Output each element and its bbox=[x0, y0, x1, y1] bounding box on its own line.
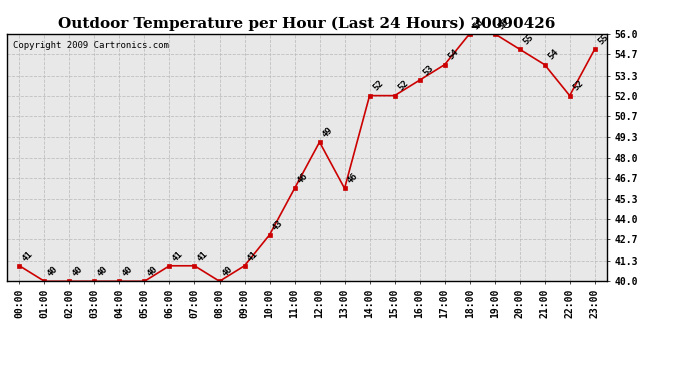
Text: 55: 55 bbox=[521, 33, 535, 46]
Text: 52: 52 bbox=[571, 79, 585, 93]
Text: 52: 52 bbox=[396, 79, 410, 93]
Text: 41: 41 bbox=[246, 249, 260, 263]
Text: 43: 43 bbox=[271, 218, 285, 232]
Text: Copyright 2009 Cartronics.com: Copyright 2009 Cartronics.com bbox=[13, 41, 169, 50]
Text: 54: 54 bbox=[446, 48, 460, 62]
Text: 56: 56 bbox=[496, 17, 510, 31]
Text: 52: 52 bbox=[371, 79, 385, 93]
Title: Outdoor Temperature per Hour (Last 24 Hours) 20090426: Outdoor Temperature per Hour (Last 24 Ho… bbox=[59, 17, 555, 31]
Text: 56: 56 bbox=[471, 17, 485, 31]
Text: 41: 41 bbox=[21, 249, 34, 263]
Text: 54: 54 bbox=[546, 48, 560, 62]
Text: 46: 46 bbox=[296, 172, 310, 186]
Text: 40: 40 bbox=[146, 264, 160, 279]
Text: 46: 46 bbox=[346, 172, 360, 186]
Text: 40: 40 bbox=[121, 264, 135, 279]
Text: 40: 40 bbox=[96, 264, 110, 279]
Text: 41: 41 bbox=[196, 249, 210, 263]
Text: 53: 53 bbox=[421, 63, 435, 77]
Text: 40: 40 bbox=[71, 264, 85, 279]
Text: 41: 41 bbox=[171, 249, 185, 263]
Text: 40: 40 bbox=[46, 264, 60, 279]
Text: 55: 55 bbox=[596, 33, 610, 46]
Text: 40: 40 bbox=[221, 264, 235, 279]
Text: 49: 49 bbox=[321, 125, 335, 139]
